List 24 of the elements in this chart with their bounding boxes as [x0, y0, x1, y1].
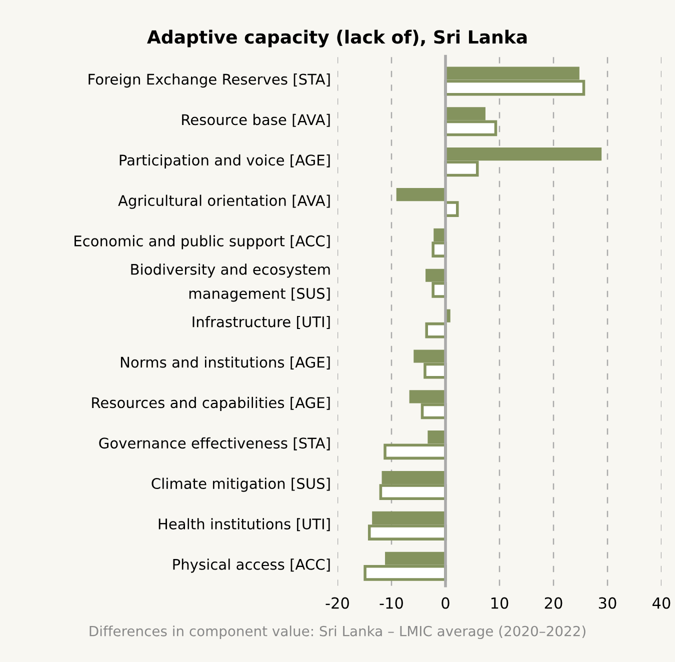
bar: [425, 322, 447, 338]
y-tick-label: Economic and public support [ACC]: [74, 235, 330, 250]
x-tick-label: 20: [544, 597, 562, 609]
y-tick-label: Physical access [ACC]: [173, 558, 330, 573]
x-tick-label: 0: [442, 597, 450, 609]
x-tick-label: 40: [652, 597, 670, 609]
x-tick-label: -20: [326, 597, 349, 609]
y-tick-label: Biodiversity and ecosystem management [SUS]: [131, 264, 330, 302]
x-tick-label: 30: [598, 597, 616, 609]
y-tick-label: Resources and capabilities [AGE]: [92, 396, 330, 412]
chart-title: Adaptive capacity (lack of), Sri Lanka: [147, 30, 527, 48]
y-tick-label: Climate mitigation [SUS]: [152, 478, 330, 492]
y-tick-label: Agricultural orientation [AVA]: [118, 194, 330, 209]
x-axis-title: Differences in component value: Sri Lanka – LMIC average (2020–2022): [90, 626, 586, 640]
y-tick-label: Governance effectiveness [STA]: [99, 437, 330, 450]
y-tick-label: Infrastructure [UTI]: [192, 316, 330, 330]
y-tick-label: Foreign Exchange Reserves [STA]: [88, 73, 330, 88]
y-tick-label: Norms and institutions [AGE]: [120, 356, 330, 370]
y-tick-label: Participation and voice [AGE]: [120, 154, 330, 168]
bar: [396, 188, 446, 202]
x-tick-label: -10: [380, 597, 403, 609]
y-tick-label: Health institutions [UTI]: [158, 518, 330, 532]
y-tick-label: Resource base [AVA]: [182, 114, 330, 127]
x-tick-label: 10: [491, 597, 508, 609]
